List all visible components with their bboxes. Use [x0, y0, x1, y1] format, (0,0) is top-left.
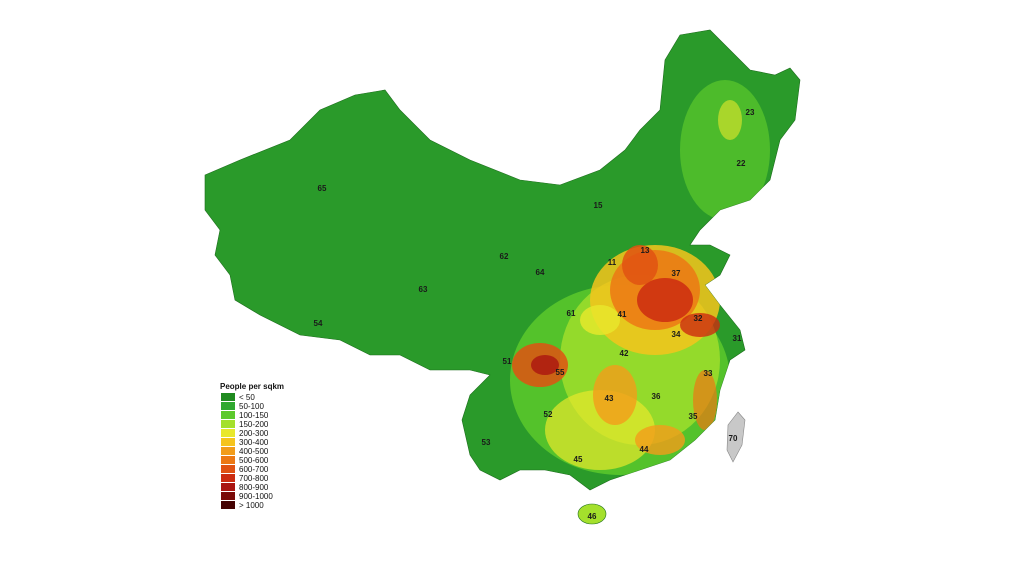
legend-swatch — [221, 393, 235, 401]
taiwan — [726, 411, 746, 463]
legend-label: 100-150 — [239, 411, 269, 420]
region-label: 61 — [567, 309, 576, 318]
region-label: 52 — [544, 410, 553, 419]
region-label: 37 — [672, 269, 681, 278]
region-label: 51 — [503, 357, 512, 366]
legend-label: 500-600 — [239, 456, 269, 465]
region-label: 35 — [689, 412, 698, 421]
region-label: 70 — [729, 434, 738, 443]
region-label: 64 — [536, 268, 545, 277]
legend-swatch — [221, 429, 235, 437]
legend-label: 400-500 — [239, 447, 269, 456]
legend-label: < 50 — [239, 393, 255, 402]
legend-label: 50-100 — [239, 402, 264, 411]
legend-label: 900-1000 — [239, 492, 273, 501]
legend-title: People per sqkm — [220, 382, 284, 391]
region-label: 65 — [318, 184, 327, 193]
region-label: 32 — [694, 314, 703, 323]
legend-swatch — [221, 420, 235, 428]
region-label: 33 — [704, 369, 713, 378]
legend-label: 300-400 — [239, 438, 269, 447]
legend-swatch — [221, 501, 235, 509]
region-label: 11 — [608, 258, 617, 267]
region-label: 22 — [737, 159, 746, 168]
legend-swatch — [221, 411, 235, 419]
region-label: 44 — [640, 445, 649, 454]
legend-swatch — [221, 465, 235, 473]
region-labels: 65 54 63 62 64 15 23 22 11 13 37 61 41 32 34 31 42 51 55 33… — [314, 108, 755, 521]
region-label: 23 — [746, 108, 755, 117]
legend-swatch — [221, 402, 235, 410]
region-label: 62 — [500, 252, 509, 261]
region-label: 45 — [574, 455, 583, 464]
legend-swatch — [221, 447, 235, 455]
region-label: 31 — [733, 334, 742, 343]
region-label: 54 — [314, 319, 323, 328]
region-label: 46 — [588, 512, 597, 521]
region-label: 13 — [641, 246, 650, 255]
region-label: 34 — [672, 330, 681, 339]
region-label: 53 — [482, 438, 491, 447]
region-label: 15 — [594, 201, 603, 210]
region-label: 42 — [620, 349, 629, 358]
legend-swatch — [221, 438, 235, 446]
region-label: 63 — [419, 285, 428, 294]
legend-label: 700-800 — [239, 474, 269, 483]
legend-swatch — [221, 456, 235, 464]
legend-label: 800-900 — [239, 483, 269, 492]
legend: People per sqkm < 5050-100100-150150-2002… — [220, 382, 284, 510]
region-label: 36 — [652, 392, 661, 401]
legend-swatch — [221, 492, 235, 500]
legend-label: 150-200 — [239, 420, 269, 429]
legend-label: 200-300 — [239, 429, 269, 438]
region-label: 41 — [618, 310, 627, 319]
hainan — [577, 503, 607, 525]
legend-swatch — [221, 483, 235, 491]
legend-label: 600-700 — [239, 465, 269, 474]
legend-label: > 1000 — [239, 501, 264, 510]
density-overlay — [510, 80, 770, 475]
region-label: 55 — [556, 368, 565, 377]
region-label: 43 — [605, 394, 614, 403]
legend-swatch — [221, 474, 235, 482]
